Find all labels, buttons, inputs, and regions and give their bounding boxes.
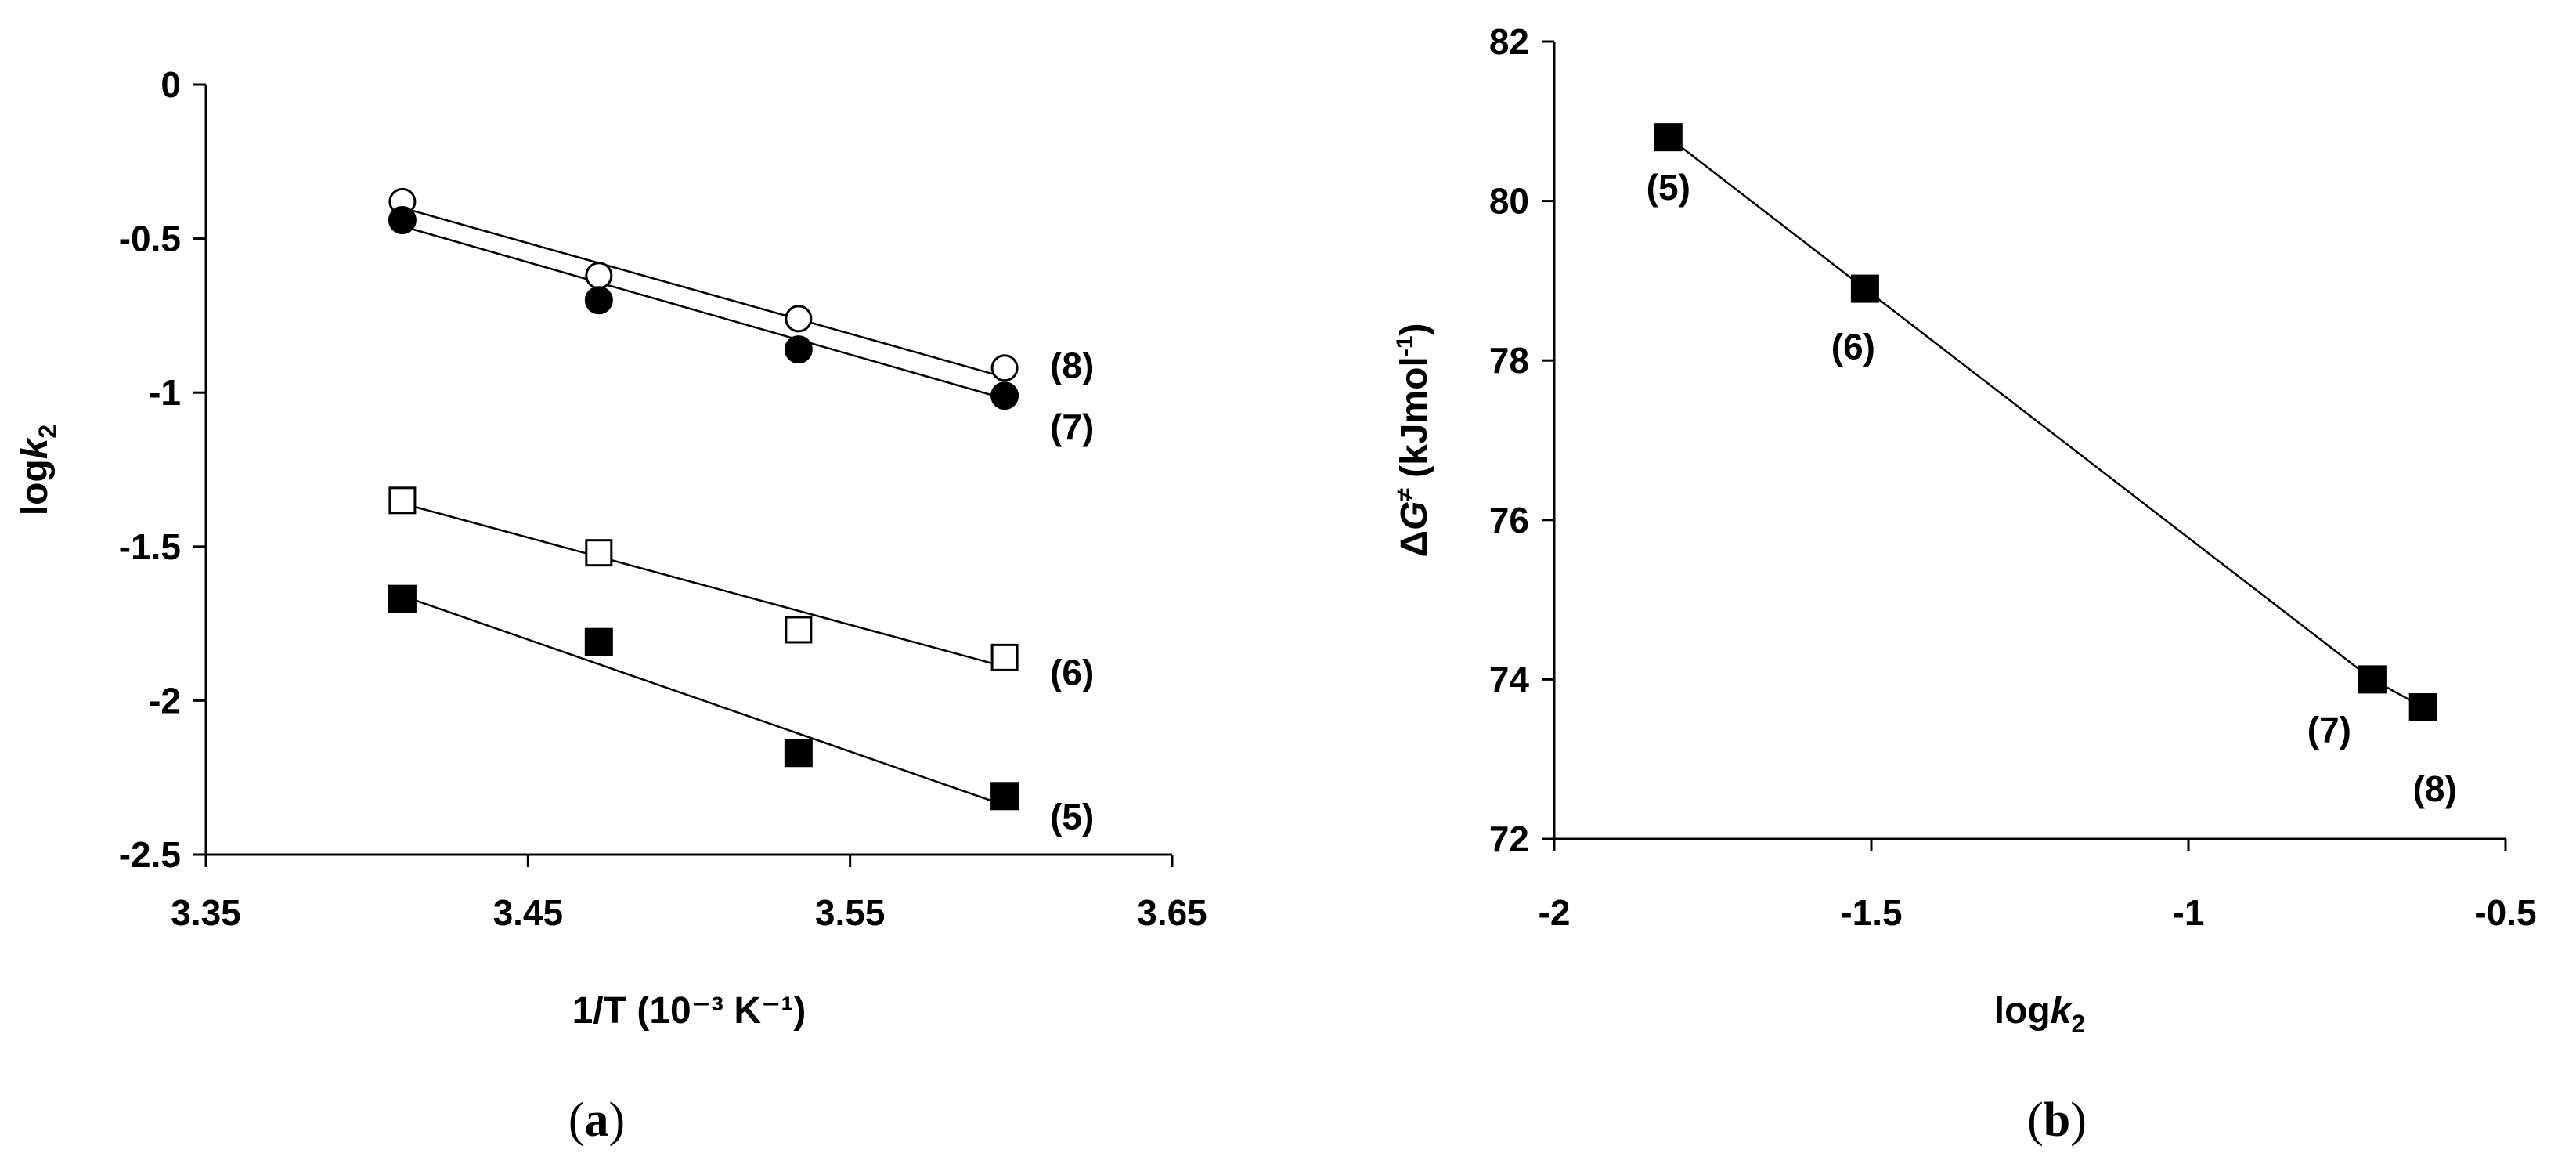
panel-b-x-tick-label: -1 — [2173, 892, 2205, 933]
panel-b-point-7 — [2358, 665, 2387, 694]
panel-a-series-label-8: (8) — [1050, 345, 1094, 386]
panel-a-x-tick-label: 3.35 — [171, 892, 241, 933]
panel-b-point-6 — [1850, 274, 1879, 303]
panel-a-caption: (a) — [568, 1094, 625, 1147]
panel-a-series-labels: (8) (7) (6) (5) — [1050, 345, 1094, 837]
panel-b-point-label-8: (8) — [2413, 768, 2457, 809]
panel-b-y-ticks: 72 74 76 78 80 82 — [1489, 21, 1554, 859]
panel-b-caption: (b) — [2027, 1094, 2087, 1147]
panel-b-y-tick-label: 78 — [1489, 340, 1529, 381]
panel-a-x-tick-label: 3.65 — [1137, 892, 1207, 933]
panel-b-y-title-main: Δ — [1394, 530, 1435, 558]
panel-a-point-6 — [585, 539, 613, 567]
panel-b-markers — [1654, 123, 2437, 722]
panel-b-point-label-7: (7) — [2307, 709, 2351, 750]
panel-a-point-6 — [990, 643, 1019, 671]
panel-a-x-axis-title: 1/T (10⁻³ K⁻¹) — [572, 990, 806, 1032]
panel-b-x-axis-title: logk2 — [1994, 990, 2085, 1038]
panel-a-fit-lines — [402, 207, 1005, 807]
panel-b-y-tick-label: 74 — [1489, 659, 1530, 699]
panel-a-point-8 — [785, 305, 813, 333]
panel-a-point-5 — [584, 627, 613, 656]
panel-a-series-label-6: (6) — [1050, 652, 1094, 692]
panel-b-point-labels: (5) (6) (7) (8) — [1647, 167, 2457, 809]
panel-b-point-label-5: (5) — [1647, 167, 1690, 208]
panel-a-point-5 — [388, 584, 417, 613]
panel-b-y-tick-label: 76 — [1489, 500, 1529, 540]
panel-b-point-5 — [1654, 123, 1683, 152]
panel-b-caption-letter: b — [2044, 1094, 2070, 1147]
panel-a-x-tick-label: 3.45 — [493, 892, 564, 933]
panel-b-y-title-var: G — [1394, 501, 1435, 530]
panel-b-chart: 72 74 76 78 80 82 -2 -1.5 -1 -0.5 (5) (6) (7) (8) l… — [1392, 21, 2537, 1147]
panel-b-y-tick-label: 80 — [1489, 181, 1529, 222]
panel-a-y-tick-label: -2 — [149, 680, 181, 721]
panel-a-point-5 — [990, 782, 1019, 811]
panel-a-point-8 — [585, 262, 613, 290]
panel-a-y-tick-label: -1 — [149, 372, 181, 413]
panel-a-y-title-main: log — [14, 459, 56, 515]
panel-b-x-tick-label: -1.5 — [1840, 892, 1902, 933]
panel-a-fit-line-6 — [402, 502, 1005, 668]
panel-b-y-tick-label: 72 — [1489, 819, 1529, 859]
panel-a-chart: 0 -0.5 -1 -1.5 -2 -2.5 3.35 3.45 3.55 3.65 (8) (7… — [14, 64, 1207, 1147]
panel-a-y-ticks: 0 -0.5 -1 -1.5 -2 -2.5 — [119, 64, 206, 875]
panel-a-y-tick-label: 0 — [161, 64, 181, 105]
panel-b-y-title-unit-sup: -1 — [1392, 335, 1418, 356]
panel-b-point-label-6: (6) — [1831, 327, 1875, 367]
panel-b-x-tick-label: -2 — [1539, 892, 1571, 933]
panel-a-point-5 — [784, 739, 813, 768]
panel-a-fit-line-5 — [402, 595, 1005, 807]
panel-a-y-tick-label: -1.5 — [119, 526, 181, 567]
panel-a-series-label-5: (5) — [1050, 796, 1094, 837]
panel-b-y-title-unit: (kJmol — [1394, 356, 1435, 488]
panel-a-y-title-var: k — [14, 436, 56, 459]
panel-b-y-title-close: ) — [1394, 323, 1435, 335]
panel-a-point-7 — [388, 206, 417, 235]
panel-b-point-8 — [2408, 693, 2437, 722]
panel-a-fit-line-7 — [402, 225, 1005, 400]
panel-a-point-6 — [388, 486, 417, 515]
panel-a-point-7 — [784, 335, 813, 364]
panel-b-x-title-sub: 2 — [2071, 1010, 2085, 1038]
panel-a-caption-letter: a — [585, 1094, 609, 1147]
panel-b-series-line — [1668, 136, 2424, 709]
panel-a-fit-line-8 — [402, 207, 1005, 378]
panel-a-x-tick-label: 3.55 — [815, 892, 886, 933]
panel-a-y-tick-label: -0.5 — [119, 219, 181, 259]
panel-a-point-6 — [785, 616, 813, 644]
panel-a-y-tick-label: -2.5 — [119, 834, 181, 875]
panel-b-x-ticks: -2 -1.5 -1 -0.5 — [1539, 839, 2537, 933]
panel-b-x-title-var: k — [2051, 990, 2073, 1032]
panel-a-point-7 — [584, 286, 613, 315]
panel-a-y-title-sub: 2 — [34, 425, 62, 439]
panel-b-x-tick-label: -0.5 — [2474, 892, 2536, 933]
panel-a-y-axis-title: logk2 — [14, 425, 62, 515]
panel-a-point-7 — [990, 381, 1019, 410]
panel-a-x-ticks: 3.35 3.45 3.55 3.65 — [171, 855, 1207, 933]
panel-b-y-axis-title: ΔG≠ (kJmol-1) — [1392, 323, 1435, 557]
panel-b-y-title-sup: ≠ — [1392, 488, 1418, 501]
panel-a-series-label-7: (7) — [1050, 407, 1094, 447]
panel-b-x-title-main: log — [1994, 990, 2051, 1032]
panel-b-connecting-line — [1668, 136, 2424, 709]
panel-a-markers — [388, 187, 1019, 811]
panel-a-point-8 — [990, 354, 1019, 382]
panel-b-y-tick-label: 82 — [1489, 21, 1529, 62]
